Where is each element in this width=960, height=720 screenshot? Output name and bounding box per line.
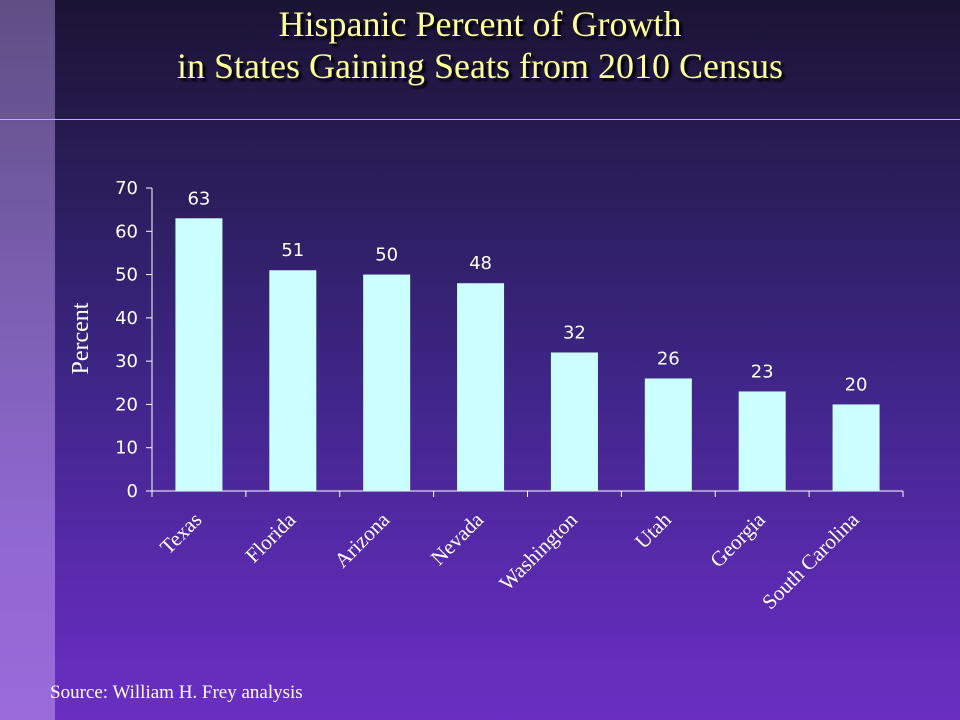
data-label: 26 — [657, 348, 680, 369]
bar-washington — [550, 352, 598, 491]
left-decorative-strip — [0, 0, 55, 720]
y-tick-label: 60 — [115, 221, 138, 242]
x-category-label: Washington — [494, 507, 582, 595]
y-tick-label: 70 — [115, 178, 138, 199]
x-category-label: Texas — [155, 508, 206, 559]
bar-utah — [644, 378, 692, 491]
title-divider — [0, 119, 960, 120]
data-label: 20 — [845, 374, 868, 395]
x-category-label: Florida — [240, 507, 300, 567]
y-tick-label: 20 — [115, 394, 138, 415]
x-category-label: Georgia — [705, 507, 770, 572]
bar-arizona — [363, 274, 411, 491]
source-note: Source: William H. Frey analysis — [50, 682, 303, 703]
y-tick-label: 30 — [115, 351, 138, 372]
y-axis-label: Percent — [68, 302, 94, 374]
y-tick-label: 10 — [115, 438, 138, 459]
title-line-2: in States Gaining Seats from 2010 Census — [177, 46, 783, 86]
data-label: 51 — [281, 240, 304, 261]
y-tick-label: 40 — [115, 308, 138, 329]
data-label: 48 — [469, 253, 492, 274]
title-line-1: Hispanic Percent of Growth — [278, 4, 682, 44]
chart-bars — [175, 218, 880, 492]
bar-florida — [269, 270, 317, 491]
y-tick-label: 50 — [115, 265, 138, 286]
y-tick-label: 0 — [127, 481, 138, 502]
x-category-label: Nevada — [426, 507, 489, 570]
data-label: 32 — [563, 322, 586, 343]
bar-nevada — [457, 283, 505, 491]
slide-title: Hispanic Percent of Growth in States Gai… — [55, 3, 905, 87]
x-category-label: Utah — [630, 507, 676, 553]
x-category-label: South Carolina — [757, 507, 864, 614]
x-category-label: Arizona — [329, 507, 394, 572]
data-label: 50 — [375, 245, 398, 266]
chart-axes — [146, 187, 904, 497]
bar-georgia — [738, 391, 786, 491]
bar-south-carolina — [832, 404, 880, 491]
bar-texas — [175, 218, 223, 492]
data-label: 63 — [187, 188, 210, 209]
data-label: 23 — [751, 361, 774, 382]
